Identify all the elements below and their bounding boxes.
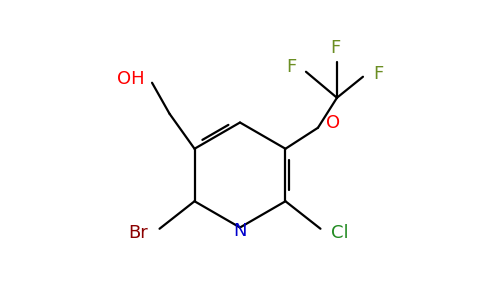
Text: Br: Br — [129, 224, 149, 242]
Text: F: F — [373, 65, 383, 83]
Text: F: F — [286, 58, 296, 76]
Text: N: N — [233, 221, 247, 239]
Text: Cl: Cl — [331, 224, 348, 242]
Text: OH: OH — [117, 70, 145, 88]
Text: O: O — [326, 114, 340, 132]
Text: F: F — [330, 39, 340, 57]
